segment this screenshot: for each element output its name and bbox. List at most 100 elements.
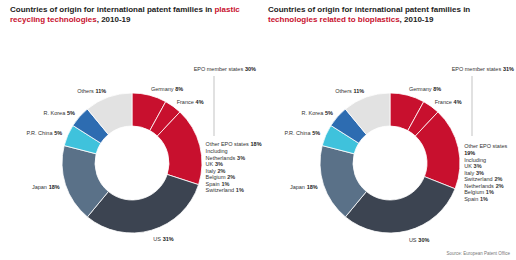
data-value: 5% [325, 110, 333, 116]
detail-value: 1% [486, 189, 494, 195]
group-name: EPO member states [194, 66, 244, 72]
detail-name: Italy [206, 168, 216, 174]
category-name: US [153, 236, 161, 242]
detail-name: UK [206, 161, 214, 167]
category-name: Germany [151, 86, 174, 92]
category-name: R. Korea [44, 110, 67, 116]
data-value: 4% [454, 99, 462, 105]
source-note: Source: European Patent Office [447, 251, 511, 256]
page: Germany8%France4%Other EPO states18%Incl… [0, 0, 516, 260]
chart-title: Countries of origin for international pa… [268, 5, 503, 25]
data-value: 4% [196, 99, 204, 105]
detail-item: Italy3% [464, 170, 484, 176]
data-label: Japan18% [290, 184, 318, 190]
group-bracket [214, 76, 215, 136]
detail-item: Netherlands3% [206, 155, 246, 161]
data-value: 11% [354, 88, 365, 94]
detail-value: 2% [218, 168, 226, 174]
detail-value: 3% [476, 170, 484, 176]
category-name: France [435, 99, 452, 105]
detail-name: UK [464, 163, 472, 169]
group-label: EPO member states31% [452, 66, 514, 72]
detail-item: Spain1% [206, 181, 230, 187]
slice [345, 93, 390, 134]
labels-1: Germany8%France4%Other EPO states19%Incl… [285, 66, 514, 243]
detail-value: 1% [480, 196, 488, 202]
donut-1 [320, 93, 460, 233]
data-label: US30% [409, 237, 430, 243]
detail-value: 2% [496, 183, 504, 189]
category-name: Other EPO states [206, 141, 249, 147]
detail-item: Belgium2% [206, 174, 236, 180]
data-value: 18% [251, 141, 262, 147]
chart-title: Countries of origin for international pa… [10, 5, 245, 25]
detail-value: 3% [215, 161, 223, 167]
detail-title: Including [206, 148, 228, 154]
donut-0 [62, 93, 202, 233]
detail-value: 3% [237, 155, 245, 161]
detail-item: Switzerland1% [206, 187, 244, 193]
data-label: Others11% [77, 88, 106, 94]
category-name: P.R. China [27, 130, 54, 136]
slice [87, 93, 132, 134]
detail-value: 2% [494, 176, 502, 182]
chart-canvas: Germany8%France4%Other EPO states18%Incl… [0, 0, 516, 260]
title-highlight: technologies related to bioplastics [268, 15, 400, 24]
detail-value: 1% [221, 181, 229, 187]
detail-name: Italy [464, 170, 474, 176]
detail-item: Spain1% [464, 196, 488, 202]
detail-name: Netherlands [464, 183, 494, 189]
category-name: US [409, 237, 417, 243]
slice [87, 174, 198, 233]
data-label: France4% [435, 99, 462, 105]
detail-item: UK3% [206, 161, 223, 167]
data-label: Other EPO states18% [206, 141, 262, 147]
detail-name: Spain [206, 181, 220, 187]
detail-name: Spain [464, 196, 478, 202]
data-value: 11% [96, 88, 107, 94]
category-name: Japan [32, 184, 47, 190]
slice [320, 146, 366, 217]
detail-item: Netherlands2% [464, 183, 504, 189]
data-value: 30% [418, 237, 429, 243]
category-name: Germany [409, 86, 432, 92]
group-bracket [472, 76, 473, 136]
title-highlight: plastic recycling technologies [10, 5, 240, 24]
data-value: 31% [163, 236, 174, 242]
data-label: Germany8% [409, 86, 441, 92]
detail-item: Switzerland2% [464, 176, 502, 182]
slice [62, 146, 108, 217]
category-name: R. Korea [302, 110, 325, 116]
data-label: R. Korea5% [302, 110, 334, 116]
slice [157, 112, 202, 185]
data-label: R. Korea5% [44, 110, 76, 116]
data-label: Other EPO states19% [464, 143, 507, 156]
data-value: 5% [312, 130, 320, 136]
data-value: 18% [307, 184, 318, 190]
detail-item: Italy2% [206, 168, 226, 174]
data-label: France4% [177, 99, 204, 105]
data-value: 5% [67, 110, 75, 116]
data-value: 8% [175, 86, 183, 92]
category-name: France [177, 99, 194, 105]
detail-name: Switzerland [464, 176, 492, 182]
detail-name: Belgium [464, 189, 484, 195]
category-name: Japan [290, 184, 305, 190]
data-label: Others11% [335, 88, 364, 94]
category-name: Others [335, 88, 352, 94]
detail-name: Belgium [206, 174, 226, 180]
detail-value: 2% [227, 174, 235, 180]
data-label: Japan18% [32, 184, 60, 190]
detail-item: Belgium1% [464, 189, 494, 195]
data-label: Germany8% [151, 86, 183, 92]
detail-item: UK3% [464, 163, 481, 169]
data-value: 19% [464, 150, 475, 156]
data-label: P.R. China5% [27, 130, 63, 136]
labels-0: Germany8%France4%Other EPO states18%Incl… [27, 66, 262, 242]
group-value: 31% [503, 66, 514, 72]
category-name: P.R. China [285, 130, 312, 136]
detail-name: Switzerland [206, 187, 234, 193]
data-label: P.R. China5% [285, 130, 321, 136]
slice [415, 112, 460, 189]
data-value: 18% [49, 184, 60, 190]
